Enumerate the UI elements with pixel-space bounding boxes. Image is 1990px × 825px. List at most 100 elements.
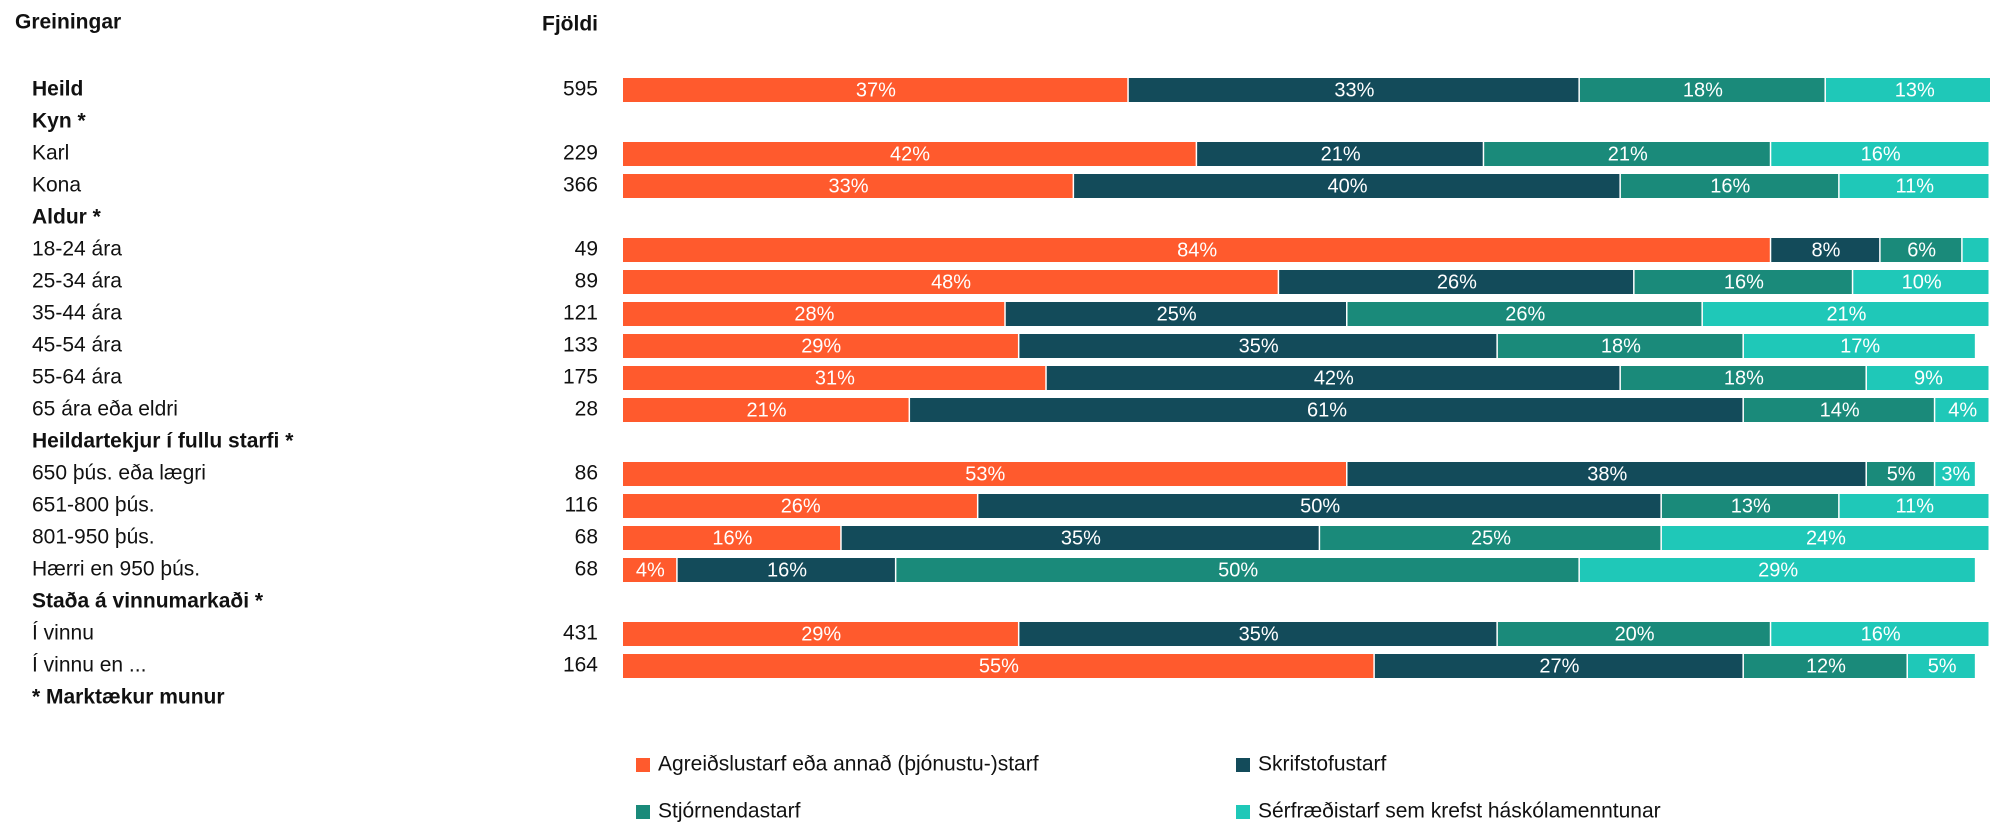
legend-swatch	[636, 758, 650, 772]
bar-value-label: 42%	[890, 143, 930, 165]
bar-segment	[910, 398, 1743, 422]
bar-value-label: 27%	[1539, 655, 1579, 677]
row-label: Í vinnu	[32, 622, 94, 645]
legend-label: Skrifstofustarf	[1258, 753, 1387, 776]
bar-segment	[1962, 238, 1989, 262]
row-label: Kyn *	[32, 110, 87, 133]
bar-value-label: 21%	[1608, 143, 1648, 165]
bar-value-label: 13%	[1895, 79, 1935, 101]
bar-segment	[1661, 526, 1989, 550]
bar-segment	[1771, 142, 1989, 166]
bar-value-label: 16%	[1724, 271, 1764, 293]
bar-value-label: 29%	[801, 335, 841, 357]
bar-value-label: 38%	[1587, 463, 1627, 485]
row-label: Heild	[32, 78, 83, 101]
row-count: 68	[575, 526, 598, 549]
bar-segment	[1907, 654, 1975, 678]
bar-value-label: 35%	[1061, 527, 1101, 549]
row-count: 366	[563, 174, 598, 197]
bar-segment	[1825, 78, 1990, 102]
bar-segment	[623, 142, 1196, 166]
row-label: Í vinnu en ...	[32, 654, 146, 677]
row-count: 229	[563, 142, 598, 165]
bar-segment	[1935, 398, 1989, 422]
bar-value-label: 16%	[1710, 175, 1750, 197]
bar-segment	[623, 462, 1347, 486]
bar-value-label: 11%	[1896, 175, 1935, 197]
row-label: 18-24 ára	[32, 238, 122, 261]
row-count: 595	[563, 78, 598, 101]
bar-segment	[1019, 622, 1497, 646]
bar-value-label: 4%	[1948, 399, 1977, 421]
row-count: 164	[563, 654, 598, 677]
bar-value-label: 42%	[1314, 367, 1354, 389]
bar-segment	[1497, 622, 1770, 646]
bar-segment	[1374, 654, 1743, 678]
bar-value-label: 10%	[1902, 271, 1942, 293]
row-count: 49	[575, 238, 598, 261]
bar-segment	[623, 366, 1046, 390]
row-count: 133	[563, 334, 598, 357]
bar-value-label: 33%	[1334, 79, 1374, 101]
bar-value-label: 21%	[747, 399, 787, 421]
bar-segment	[1743, 654, 1907, 678]
row-label: Staða á vinnumarkaði *	[32, 590, 264, 613]
row-label: 55-64 ára	[32, 366, 122, 389]
bar-segment	[1661, 494, 1839, 518]
bar-segment	[841, 526, 1319, 550]
bar-value-label: 25%	[1157, 303, 1197, 325]
bar-segment	[1579, 78, 1825, 102]
bar-value-label: 28%	[794, 303, 834, 325]
row-count: 89	[575, 270, 598, 293]
bar-segment	[1497, 334, 1743, 358]
bar-value-label: 50%	[1300, 495, 1340, 517]
bar-value-label: 5%	[1928, 655, 1957, 677]
bar-value-label: 84%	[1177, 239, 1217, 261]
bar-value-label: 25%	[1471, 527, 1511, 549]
row-label: 35-44 ára	[32, 302, 122, 325]
bar-value-label: 3%	[1941, 463, 1970, 485]
bar-segment	[1579, 558, 1975, 582]
row-label: 45-54 ára	[32, 334, 122, 357]
bar-value-label: 26%	[1505, 303, 1545, 325]
bar-value-label: 40%	[1327, 175, 1367, 197]
bar-segment	[1839, 174, 1989, 198]
row-label: 650 þús. eða lægri	[32, 462, 206, 485]
bar-value-label: 55%	[979, 655, 1019, 677]
row-label: Aldur *	[32, 206, 102, 229]
bar-value-label: 4%	[636, 559, 665, 581]
bar-segment	[1128, 78, 1579, 102]
footnote: * Marktækur munur	[32, 686, 225, 709]
bar-segment	[623, 494, 977, 518]
bar-segment	[1620, 174, 1839, 198]
bar-value-label: 16%	[767, 559, 807, 581]
bar-value-label: 18%	[1683, 79, 1723, 101]
bar-segment	[1866, 366, 1989, 390]
legend-label: Agreiðslustarf eða annað (þjónustu-)star…	[658, 753, 1039, 776]
bar-segment	[1320, 526, 1661, 550]
bar-segment	[677, 558, 895, 582]
bar-segment	[1771, 238, 1880, 262]
bar-segment	[1005, 302, 1347, 326]
bar-value-label: 16%	[1861, 623, 1901, 645]
bar-segment	[623, 302, 1005, 326]
legend-label: Sérfræðistarf sem krefst háskólamenntuna…	[1258, 800, 1661, 823]
bar-value-label: 35%	[1239, 335, 1279, 357]
legend-swatch	[1236, 758, 1250, 772]
bar-segment	[1347, 462, 1866, 486]
bar-value-label: 35%	[1239, 623, 1279, 645]
bar-segment	[623, 238, 1770, 262]
bar-segment	[623, 174, 1073, 198]
bar-segment	[1702, 302, 1989, 326]
bar-segment	[623, 78, 1128, 102]
row-label: Heildartekjur í fullu starfi *	[32, 430, 294, 453]
bar-value-label: 18%	[1724, 367, 1764, 389]
bar-segment	[1743, 398, 1934, 422]
bar-value-label: 5%	[1887, 463, 1916, 485]
bar-value-label: 18%	[1601, 335, 1641, 357]
legend-label: Stjórnendastarf	[658, 800, 801, 823]
bar-segment	[1074, 174, 1620, 198]
bar-value-label: 29%	[1758, 559, 1798, 581]
bar-segment	[1620, 366, 1866, 390]
